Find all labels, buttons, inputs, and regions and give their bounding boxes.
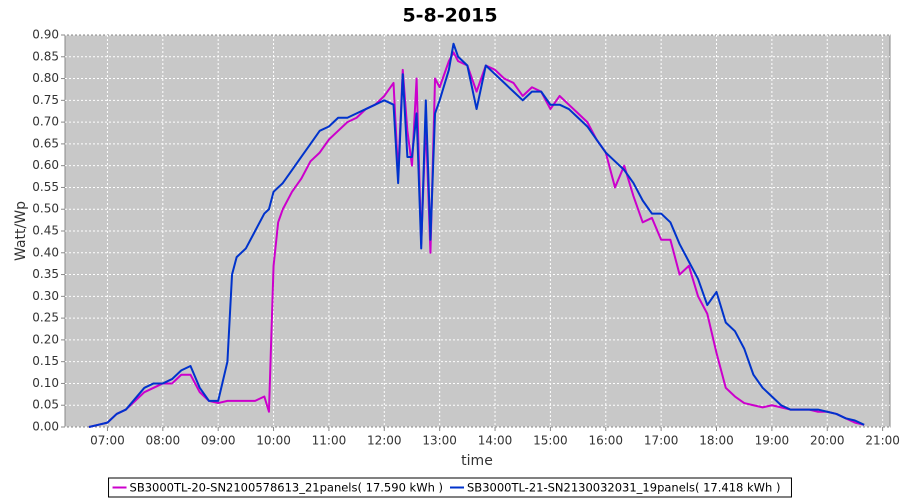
x-tick-label: 11:00	[312, 434, 347, 448]
y-tick-label: 0.25	[32, 311, 59, 325]
x-tick-label: 21:00	[865, 434, 900, 448]
x-tick-label: 16:00	[588, 434, 623, 448]
x-tick-label: 13:00	[422, 434, 457, 448]
y-tick-label: 0.55	[32, 180, 59, 194]
x-tick-label: 20:00	[810, 434, 845, 448]
x-tick-label: 07:00	[90, 434, 125, 448]
x-tick-label: 09:00	[201, 434, 236, 448]
y-axis-title: Watt/Wp	[13, 201, 29, 261]
y-tick-label: 0.85	[32, 49, 59, 63]
x-tick-label: 12:00	[367, 434, 402, 448]
y-tick-label: 0.80	[32, 71, 59, 85]
legend-label: SB3000TL-20-SN2100578613_21panels( 17.59…	[130, 481, 443, 495]
series-line	[88, 51, 865, 428]
y-tick-label: 0.75	[32, 93, 59, 107]
y-tick-label: 0.60	[32, 158, 59, 172]
y-tick-label: 0.15	[32, 354, 59, 368]
series-line	[88, 42, 865, 428]
y-tick-label: 0.00	[32, 420, 59, 434]
y-tick-label: 0.70	[32, 115, 59, 129]
x-tick-label: 10:00	[256, 434, 291, 448]
y-tick-label: 0.20	[32, 332, 59, 346]
legend: SB3000TL-20-SN2100578613_21panels( 17.59…	[108, 477, 792, 498]
y-tick-label: 0.50	[32, 202, 59, 216]
y-tick-label: 0.05	[32, 398, 59, 412]
chart-title: 5-8-2015	[402, 5, 497, 27]
x-tick-label: 14:00	[478, 434, 513, 448]
y-tick-label: 0.45	[32, 224, 59, 238]
x-tick-label: 08:00	[146, 434, 181, 448]
x-tick-label: 15:00	[533, 434, 568, 448]
y-tick-label: 0.35	[32, 267, 59, 281]
y-tick-label: 0.30	[32, 289, 59, 303]
x-axis-title: time	[461, 453, 493, 469]
x-tick-label: 17:00	[644, 434, 679, 448]
x-tick-label: 18:00	[699, 434, 734, 448]
y-tick-label: 0.90	[32, 28, 59, 42]
y-tick-label: 0.65	[32, 136, 59, 150]
y-tick-label: 0.40	[32, 245, 59, 259]
y-tick-label: 0.10	[32, 376, 59, 390]
x-tick-label: 19:00	[755, 434, 790, 448]
legend-label: SB3000TL-21-SN2130032031_19panels( 17.41…	[467, 481, 780, 495]
